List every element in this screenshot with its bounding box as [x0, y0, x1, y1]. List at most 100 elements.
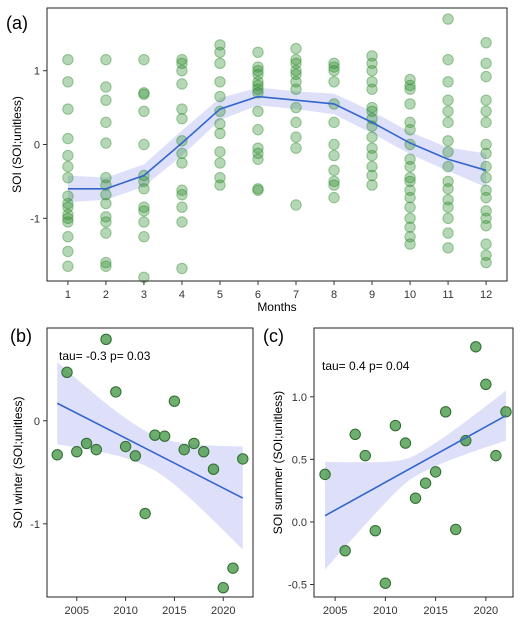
data-point	[290, 101, 302, 114]
data-point	[149, 429, 161, 441]
data-point	[480, 57, 492, 70]
data-point	[176, 103, 188, 115]
data-point	[176, 65, 188, 77]
data-point	[404, 83, 416, 95]
data-point	[252, 79, 264, 92]
data-point	[480, 249, 492, 261]
data-point	[480, 238, 492, 250]
data-point	[470, 341, 482, 353]
data-point	[62, 212, 74, 224]
x-tick-label: 4	[179, 289, 185, 301]
data-point	[429, 466, 442, 478]
data-point	[328, 179, 340, 191]
data-point	[100, 256, 112, 269]
y-axis-label: SOI (SOI;unitless)	[10, 96, 24, 193]
data-point	[290, 131, 302, 143]
data-point	[138, 88, 150, 101]
data-point	[62, 76, 74, 88]
y-axis-label: SOI winter (SOI;unitless)	[11, 396, 25, 528]
data-point	[214, 172, 226, 184]
data-point	[138, 53, 150, 66]
data-point	[366, 160, 378, 173]
data-point	[71, 445, 83, 458]
data-point	[290, 53, 302, 66]
data-point	[252, 87, 264, 99]
data-point	[100, 94, 112, 106]
plot-frame	[46, 327, 254, 598]
data-point	[366, 169, 378, 182]
stats-annotation: tau= -0.3 p= 0.03	[59, 349, 151, 363]
data-point	[366, 76, 378, 88]
data-point	[176, 157, 188, 169]
data-point	[328, 149, 340, 162]
data-point	[100, 137, 112, 149]
y-tick-label: -1	[30, 213, 40, 225]
data-point	[252, 147, 264, 160]
data-point	[61, 366, 73, 379]
data-point	[90, 443, 103, 456]
y-tick-label: -0.5	[288, 579, 307, 591]
data-point	[366, 101, 378, 114]
data-point	[62, 132, 74, 145]
data-point	[252, 83, 264, 95]
data-point	[168, 395, 181, 407]
data-point	[442, 160, 454, 173]
data-point	[176, 188, 188, 201]
x-tick-label: 7	[293, 289, 299, 301]
data-point	[404, 191, 416, 204]
data-point	[404, 160, 416, 173]
data-point	[62, 172, 74, 184]
data-point	[100, 216, 112, 228]
data-point	[100, 333, 112, 346]
x-tick-label: 2015	[423, 605, 447, 617]
data-point	[290, 57, 302, 70]
x-tick-label: 2010	[113, 605, 137, 617]
data-point	[214, 146, 226, 158]
data-point	[178, 443, 190, 456]
data-point	[252, 46, 264, 58]
data-point	[442, 105, 454, 117]
data-point	[252, 183, 264, 195]
trend-line	[324, 414, 507, 517]
data-point	[176, 262, 188, 275]
data-point	[176, 135, 188, 147]
data-point	[62, 160, 74, 173]
data-point	[290, 142, 302, 154]
data-point	[138, 231, 150, 243]
data-point	[290, 42, 302, 55]
data-point	[480, 378, 492, 391]
panel-label: (a)	[6, 13, 28, 33]
data-point	[379, 577, 392, 589]
data-point	[500, 406, 512, 418]
data-point	[366, 83, 378, 95]
data-point	[214, 157, 226, 169]
data-point	[480, 219, 492, 232]
data-point	[252, 76, 264, 88]
data-point	[51, 449, 63, 461]
data-point	[339, 545, 351, 557]
data-point	[100, 260, 112, 272]
data-point	[138, 201, 150, 213]
data-point	[176, 112, 188, 125]
data-point	[442, 194, 454, 206]
data-point	[328, 57, 340, 70]
data-point	[62, 197, 74, 210]
data-point	[442, 146, 454, 158]
data-point	[404, 184, 416, 196]
data-point	[409, 492, 422, 504]
data-point	[404, 221, 416, 233]
data-point	[404, 231, 416, 243]
x-tick-label: 3	[141, 289, 147, 301]
data-point	[62, 208, 74, 221]
data-point	[442, 116, 454, 129]
data-point	[366, 149, 378, 162]
x-tick-label: 12	[480, 289, 492, 301]
data-point	[252, 124, 264, 136]
x-tick-label: 2015	[162, 605, 186, 617]
data-point	[252, 142, 264, 154]
data-point	[404, 73, 416, 86]
data-point	[62, 201, 74, 213]
data-point	[442, 242, 454, 254]
